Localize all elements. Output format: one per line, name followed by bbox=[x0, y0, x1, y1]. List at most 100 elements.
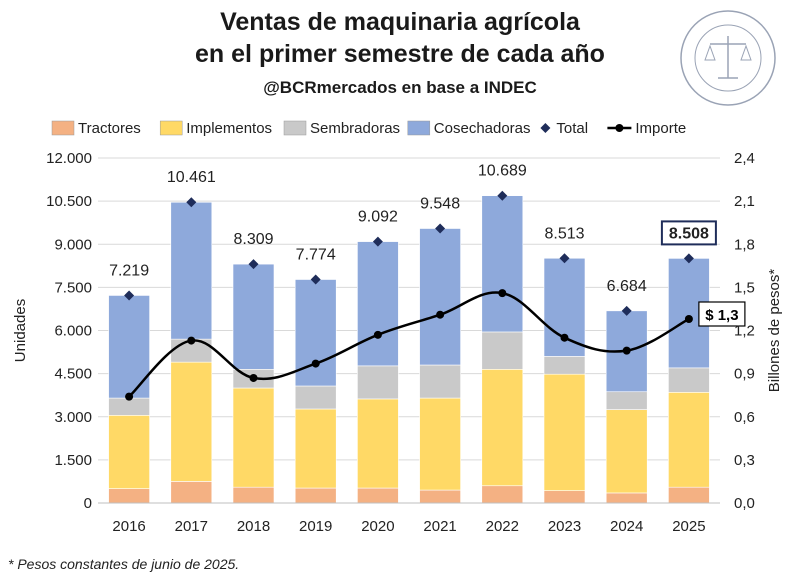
legend-label-total: Total bbox=[556, 120, 588, 137]
legend-swatch-implementos bbox=[159, 120, 183, 136]
bar-implementos-2018 bbox=[232, 387, 275, 488]
total-marker-2022 bbox=[497, 190, 508, 201]
total-label-2016: 7.219 bbox=[109, 262, 149, 279]
importe-point-2021 bbox=[436, 310, 445, 319]
legend: Tractores Implementos Sembradoras Cosechado… bbox=[51, 120, 686, 137]
footnote: * Pesos constantes de junio de 2025. bbox=[8, 556, 240, 572]
bar-cosechadoras-2017 bbox=[170, 201, 213, 340]
x-tick-label: 2024 bbox=[610, 518, 643, 535]
y-left-tick-label: 3.000 bbox=[54, 409, 92, 426]
bar-implementos-2017 bbox=[170, 361, 213, 482]
x-tick-label: 2020 bbox=[361, 518, 394, 535]
y-left-tick-label: 12.000 bbox=[46, 150, 92, 167]
y-right-tick-label: 1,8 bbox=[734, 236, 755, 253]
bar-sembradoras-2016 bbox=[108, 397, 150, 416]
importe-last-label-box bbox=[698, 301, 746, 327]
y-right-axis-title: Billones de pesos* bbox=[766, 269, 783, 393]
bar-sembradoras-2024 bbox=[605, 391, 648, 410]
total-marker-2016 bbox=[124, 290, 135, 301]
y-right-tick-label: 1,2 bbox=[734, 323, 755, 340]
bar-cosechadoras-2021 bbox=[419, 228, 461, 366]
importe-point-2024 bbox=[622, 346, 631, 355]
total-marker-2018 bbox=[248, 259, 259, 270]
legend-label-implementos: Implementos bbox=[186, 120, 272, 137]
bar-cosechadoras-2022 bbox=[481, 195, 524, 333]
chart-subtitle: @BCRmercados en base a INDEC bbox=[263, 78, 537, 97]
chart-title: Ventas de maquinaria agrícola bbox=[220, 8, 580, 36]
bar-sembradoras-2019 bbox=[294, 385, 337, 410]
y-left-tick-label: 10.500 bbox=[46, 193, 92, 210]
bar-sembradoras-2025 bbox=[668, 367, 710, 393]
bar-implementos-2019 bbox=[294, 408, 337, 489]
chart-title-line2: en el primer semestre de cada año bbox=[195, 40, 605, 68]
bar-sembradoras-2023 bbox=[543, 356, 586, 375]
axes: 0 1.500 3.000 4.500 6.000 7.500 9.000 10.500 12.… bbox=[12, 150, 783, 535]
total-label-box-2025 bbox=[660, 220, 717, 246]
y-right-tick-label: 2,1 bbox=[734, 193, 755, 210]
importe-line: $ 1,3 bbox=[125, 289, 746, 401]
y-right-tick-label: 0,9 bbox=[734, 366, 755, 383]
y-left-tick-label: 6.000 bbox=[54, 323, 92, 340]
importe-point-2019 bbox=[311, 359, 320, 368]
total-label-2017: 10.461 bbox=[167, 169, 216, 186]
x-tick-label: 2021 bbox=[423, 518, 456, 535]
legend-label-importe: Importe bbox=[635, 120, 686, 137]
bar-tractores-2024 bbox=[605, 492, 648, 504]
bar-tractores-2022 bbox=[481, 485, 524, 504]
y-left-axis-title: Unidades bbox=[12, 299, 29, 362]
total-label-2025: 8.508 bbox=[669, 225, 709, 242]
total-marker-2020 bbox=[372, 236, 383, 247]
total-label-2024: 6.684 bbox=[607, 278, 647, 295]
total-label-2018: 8.309 bbox=[233, 231, 273, 248]
bar-implementos-2016 bbox=[108, 415, 150, 489]
importe-point-2020 bbox=[373, 330, 382, 339]
y-right-tick-label: 0,0 bbox=[734, 495, 755, 512]
bar-tractores-2020 bbox=[357, 487, 399, 504]
bar-cosechadoras-2020 bbox=[357, 241, 399, 367]
total-marker-2019 bbox=[310, 274, 321, 285]
y-right-tick-label: 2,4 bbox=[734, 150, 755, 167]
importe-last-label: $ 1,3 bbox=[705, 307, 738, 324]
importe-series-line bbox=[128, 291, 690, 398]
total-label-2023: 8.513 bbox=[544, 225, 584, 242]
importe-point-2023 bbox=[560, 333, 569, 342]
importe-point-2025 bbox=[684, 315, 693, 323]
total-label-2020: 9.092 bbox=[358, 209, 398, 226]
legend-swatch-tractores bbox=[51, 120, 75, 136]
importe-point-2016 bbox=[125, 392, 134, 401]
y-left-tick-label: 7.500 bbox=[54, 279, 92, 296]
y-right-tick-label: 0,6 bbox=[734, 409, 755, 426]
importe-point-2018 bbox=[249, 373, 258, 382]
x-tick-label: 2022 bbox=[486, 518, 519, 535]
total-marker-2025 bbox=[683, 253, 694, 264]
importe-point-2017 bbox=[187, 336, 196, 345]
legend-swatch-sembradoras bbox=[283, 120, 307, 136]
y-right-tick-label: 1,5 bbox=[734, 279, 755, 296]
total-markers: 7.219 10.461 8.309 7.774 9.092 9.548 10.689 8.5… bbox=[109, 163, 717, 316]
total-label-2021: 9.548 bbox=[420, 195, 460, 212]
bar-tractores-2025 bbox=[668, 486, 710, 504]
bar-implementos-2020 bbox=[357, 398, 399, 489]
bar-sembradoras-2021 bbox=[419, 364, 461, 399]
bar-tractores-2016 bbox=[108, 488, 150, 504]
bar-sembradoras-2020 bbox=[357, 365, 399, 400]
total-marker-2023 bbox=[559, 253, 570, 264]
y-left-tick-label: 1.500 bbox=[54, 452, 92, 469]
x-tick-label: 2018 bbox=[237, 518, 270, 535]
legend-swatch-total bbox=[540, 123, 551, 133]
total-marker-2017 bbox=[186, 197, 197, 208]
total-label-2019: 7.774 bbox=[296, 246, 336, 263]
bar-sembradoras-2022 bbox=[481, 331, 524, 370]
bar-cosechadoras-2018 bbox=[232, 263, 275, 370]
x-tick-label: 2025 bbox=[672, 518, 705, 535]
bar-cosechadoras-2016 bbox=[108, 295, 150, 399]
bar-implementos-2022 bbox=[481, 369, 524, 487]
legend-swatch-importe-dot bbox=[615, 124, 624, 132]
legend-label-sembradoras: Sembradoras bbox=[310, 120, 400, 137]
x-tick-label: 2016 bbox=[112, 518, 145, 535]
legend-label-cosechadoras: Cosechadoras bbox=[434, 120, 531, 137]
total-marker-2024 bbox=[621, 305, 632, 316]
y-left-tick-label: 9.000 bbox=[54, 236, 92, 253]
bar-implementos-2024 bbox=[605, 409, 648, 494]
